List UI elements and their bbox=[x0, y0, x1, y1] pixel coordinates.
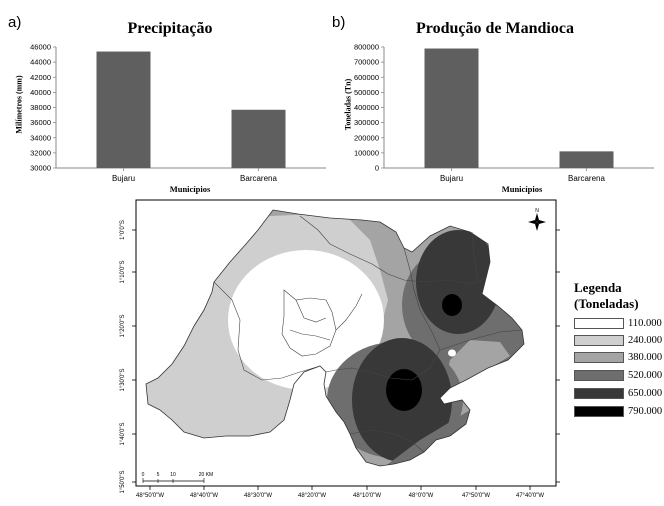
lon-label-5: 48°10'0"W bbox=[353, 493, 381, 499]
chart-b-bar-barcarena bbox=[559, 151, 614, 168]
chart-b-xtick-label: Barcarena bbox=[568, 174, 605, 183]
legend-swatch bbox=[574, 406, 624, 417]
chart-a-title: Precipitação bbox=[127, 20, 213, 37]
lon-label-7: 47°50'0"W bbox=[462, 493, 490, 499]
legend-swatch bbox=[574, 335, 624, 346]
legend-swatch bbox=[574, 352, 624, 363]
legend-label: 520.000 bbox=[628, 370, 663, 381]
lon-label-4: 48°20'0"W bbox=[298, 493, 326, 499]
chart-b-title: Produção de Mandioca bbox=[416, 20, 574, 37]
lat-label-3: 1°20'0"S bbox=[120, 314, 126, 337]
scale-tick-0: 0 bbox=[142, 472, 145, 478]
lat-label-5: 1°40'0"S bbox=[120, 422, 126, 445]
study-area-outline bbox=[145, 209, 525, 467]
chart-b-xlabel: Municípios bbox=[501, 184, 543, 194]
scale-tick-20: 20 KM bbox=[199, 472, 213, 478]
legend-item: 110.000 bbox=[574, 317, 662, 330]
legend-label: 240.000 bbox=[628, 335, 663, 346]
chart-b-ytick-label: 200000 bbox=[354, 133, 379, 142]
chart-b-ytick-label: 300000 bbox=[354, 118, 379, 127]
legend-label: 110.000 bbox=[628, 318, 662, 329]
lon-label-6: 48°0'0"W bbox=[409, 493, 434, 499]
lat-label-4: 1°30'0"S bbox=[120, 368, 126, 391]
legend-item: 240.000 bbox=[574, 334, 662, 347]
municipal-boundaries bbox=[213, 215, 523, 453]
chart-a-ytick-label: 30000 bbox=[30, 164, 51, 173]
chart-b-ytick-label: 700000 bbox=[354, 58, 379, 67]
scale-tick-5: 5 bbox=[157, 472, 160, 478]
chart-a-ytick-label: 44000 bbox=[30, 58, 51, 67]
chart-a-ytick-label: 38000 bbox=[30, 103, 51, 112]
lat-label-6: 1°50'0"S bbox=[120, 470, 126, 493]
chart-a-ytick-label: 40000 bbox=[30, 88, 51, 97]
chart-a-ytick-label: 34000 bbox=[30, 133, 51, 142]
legend-item: 650.000 bbox=[574, 387, 662, 400]
panel-label-a: a) bbox=[8, 14, 22, 31]
chart-b-ytick-label: 400000 bbox=[354, 103, 379, 112]
scale-tick-10: 10 bbox=[170, 472, 176, 478]
legend-swatch bbox=[574, 388, 624, 399]
legend-label: 790.000 bbox=[628, 406, 663, 417]
legend-item: 790.000 bbox=[574, 405, 662, 418]
legend-label: 650.000 bbox=[628, 388, 663, 399]
chart-b-ytick-label: 0 bbox=[375, 164, 379, 173]
chart-a-bar-bujaru bbox=[96, 51, 151, 168]
legend-label: 380.000 bbox=[628, 352, 663, 363]
legend-swatch bbox=[574, 370, 624, 381]
north-label: N bbox=[535, 208, 539, 214]
chart-a-ytick-label: 36000 bbox=[30, 118, 51, 127]
chart-a-bar-barcarena bbox=[231, 109, 286, 168]
chart-b-xtick-label: Bujaru bbox=[440, 174, 463, 183]
chart-a-xlabel: Municípios bbox=[169, 184, 211, 194]
chart-b-bar-bujaru bbox=[424, 48, 479, 169]
lat-label-2: 1°10'0"S bbox=[120, 260, 126, 283]
chart-a-ytick-label: 42000 bbox=[30, 73, 51, 82]
north-arrow-icon: N bbox=[528, 208, 546, 231]
legend-item: 380.000 bbox=[574, 351, 662, 364]
scale-bar: 0 5 10 20 KM bbox=[142, 472, 213, 483]
legend-item: 520.000 bbox=[574, 369, 662, 382]
chart-a: 30000 32000 34000 36000 38000 40000 42000 44000… bbox=[30, 43, 326, 183]
chart-b: 0 100000 200000 300000 400000 500000 600000 700… bbox=[354, 43, 654, 183]
chart-a-xtick-label: Bujaru bbox=[112, 174, 135, 183]
chart-b-ytick-label: 500000 bbox=[354, 88, 379, 97]
panel-label-b: b) bbox=[332, 14, 346, 31]
lon-label-8: 47°40'0"W bbox=[516, 493, 544, 499]
chart-a-ytick-label: 46000 bbox=[30, 43, 51, 52]
lon-label-3: 48°30'0"W bbox=[244, 493, 272, 499]
chart-a-ytick-label: 32000 bbox=[30, 148, 51, 157]
chart-b-ytick-label: 100000 bbox=[354, 148, 379, 157]
legend-title: Legenda (Toneladas) bbox=[574, 280, 639, 312]
chart-a-xtick-label: Barcarena bbox=[240, 174, 277, 183]
chart-b-ytick-label: 800000 bbox=[354, 43, 379, 52]
lon-label-2: 48°40'0"W bbox=[190, 493, 218, 499]
lat-label-1: 1°0'0"S bbox=[120, 220, 126, 240]
chart-b-ytick-label: 600000 bbox=[354, 73, 379, 82]
lon-label-1: 48°50'0"W bbox=[136, 493, 164, 499]
legend-swatch bbox=[574, 318, 624, 329]
legend-title-line2: (Toneladas) bbox=[574, 296, 639, 311]
legend-title-line1: Legenda bbox=[574, 280, 622, 295]
